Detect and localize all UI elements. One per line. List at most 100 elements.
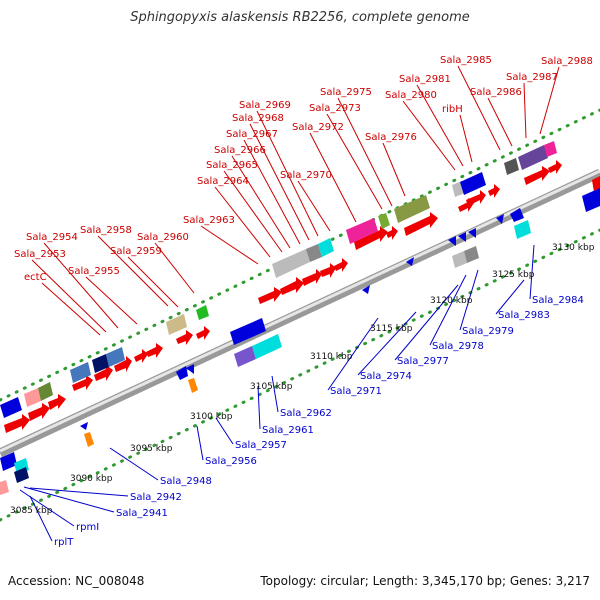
leader-line (539, 66, 560, 135)
leader-line (382, 142, 406, 197)
gene-block (452, 251, 467, 268)
gene-block (84, 432, 94, 447)
gene-block (166, 314, 187, 335)
forward-gene-label: Sala_2958 (80, 225, 132, 236)
reverse-gene-label: Sala_2957 (235, 440, 287, 451)
reverse-gene-label: Sala_2956 (205, 456, 257, 467)
forward-gene-label: ribH (442, 104, 463, 115)
forward-gene-blocks (0, 141, 557, 418)
gene-block (272, 249, 310, 278)
forward-gene-label: Sala_2968 (232, 113, 284, 124)
gene-block (230, 318, 266, 345)
scale-label: 3130 kbp (552, 243, 595, 253)
forward-gene-label: Sala_2967 (226, 129, 278, 140)
leader-line (249, 123, 310, 241)
reverse-gene-label: Sala_2942 (130, 492, 182, 503)
gene-block (234, 346, 256, 367)
gene-block (106, 347, 125, 367)
label-leader-lines (19, 65, 560, 542)
reverse-gene-label: Sala_2974 (360, 371, 412, 382)
leader-line (243, 139, 301, 245)
reverse-genes (0, 188, 600, 495)
gene-arrow (488, 184, 500, 198)
gene-block (0, 397, 22, 418)
gene-arrow (48, 394, 66, 410)
gene-arrow (448, 236, 456, 246)
gene-arrow (458, 232, 466, 242)
leader-line (416, 84, 464, 167)
leader-line (43, 242, 119, 329)
reverse-gene-label: Sala_2983 (498, 310, 550, 321)
reverse-gene-label: Sala_2962 (280, 408, 332, 419)
forward-gene-label: Sala_2955 (68, 266, 120, 277)
forward-gene-label: Sala_2959 (110, 246, 162, 257)
gene-arrow (146, 343, 163, 358)
gene-block (188, 378, 198, 393)
leader-line (326, 113, 383, 210)
gene-arrow (4, 414, 30, 433)
gene-arrow (362, 285, 370, 294)
gene-arrow (176, 330, 193, 345)
leader-line (297, 180, 331, 232)
scale-label: 3120 kbp (430, 296, 473, 306)
accession-label: Accession: NC_008048 (8, 574, 145, 588)
leader-line (214, 186, 271, 258)
gene-block (346, 218, 378, 244)
gene-block (544, 141, 557, 157)
leader-line (85, 276, 138, 325)
gene-arrow (114, 356, 132, 372)
gene-block (252, 334, 282, 359)
leader-line (29, 495, 53, 542)
scale-label: 3085 kbp (10, 506, 53, 516)
gene-block (70, 362, 91, 383)
leader-line (215, 417, 234, 445)
gene-arrow (524, 166, 550, 185)
leader-line (196, 425, 204, 461)
gene-block (196, 305, 209, 320)
gene-labels: 3085 kbp 3090 kbp 3095 kbp 3100 kbp 3105 kbp… (10, 55, 595, 548)
forward-gene-label: Sala_2960 (137, 232, 189, 243)
gene-block (378, 213, 390, 229)
forward-gene-label: Sala_2973 (309, 103, 361, 114)
leader-line (29, 487, 129, 497)
gene-arrow (468, 228, 476, 238)
gene-block (24, 388, 41, 407)
reverse-gene-label: Sala_2979 (462, 326, 514, 337)
leader-line (223, 170, 283, 253)
leader-line (19, 489, 75, 527)
scale-label: 3095 kbp (130, 444, 173, 454)
reverse-gene-label: Sala_2941 (116, 508, 168, 519)
scale-label: 3105 kbp (250, 382, 293, 392)
gene-arrow (186, 364, 194, 374)
gene-arrow (28, 403, 50, 421)
gene-arrow (354, 226, 388, 250)
gene-arrow (548, 160, 562, 174)
leader-line (529, 244, 535, 300)
gene-block (0, 480, 9, 495)
reverse-gene-label: rpmI (76, 522, 99, 533)
gene-arrow (94, 365, 113, 381)
gene-block (460, 172, 486, 195)
forward-gene-label: Sala_2985 (440, 55, 492, 66)
leader-line (31, 259, 107, 333)
reverse-gene-label: Sala_2971 (330, 386, 382, 397)
forward-gene-label: Sala_2987 (506, 72, 558, 83)
forward-gene-label: Sala_2986 (470, 87, 522, 98)
gene-block (38, 382, 53, 401)
leader-line (257, 385, 261, 430)
forward-gene-label: Sala_2964 (197, 176, 249, 187)
gene-block (514, 220, 531, 239)
gene-arrow (134, 349, 148, 363)
gene-arrow (334, 258, 348, 272)
leader-line (200, 225, 259, 265)
forward-gene-label: Sala_2954 (26, 232, 78, 243)
forward-gene-label: Sala_2976 (365, 132, 417, 143)
forward-gene-label: Sala_2965 (206, 160, 258, 171)
gene-block (464, 246, 479, 263)
leader-line (459, 269, 479, 331)
forward-gene-label: Sala_2970 (280, 170, 332, 181)
reverse-gene-label: Sala_2977 (397, 356, 449, 367)
leader-line (337, 97, 393, 207)
reverse-gene-label: Sala_2948 (160, 476, 212, 487)
